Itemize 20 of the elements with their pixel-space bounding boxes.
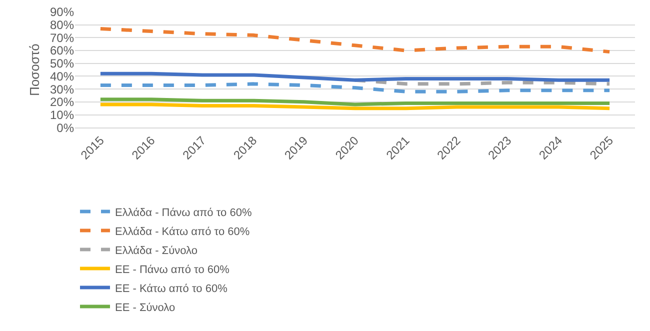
legend-label: Ελλάδα - Κάτω από το 60%	[115, 226, 250, 238]
line-series	[98, 26, 612, 54]
y-tick-label: 70%	[50, 30, 74, 45]
y-tick-label: 80%	[50, 18, 74, 32]
legend-label: ΕΕ - Πάνω από το 60%	[115, 264, 230, 276]
y-tick-label: 90%	[50, 5, 74, 20]
y-axis-title: Ποσοστό	[27, 44, 42, 96]
y-tick-label: 30%	[50, 82, 74, 96]
legend-label: ΕΕ - Κάτω από το 60%	[115, 282, 228, 295]
y-tick-label: 50%	[50, 56, 74, 71]
y-tick-label: 60%	[50, 44, 74, 58]
line-series	[98, 72, 612, 82]
legend-label: Ελλάδα - Σύνολο	[115, 244, 198, 257]
y-tick-label: 20%	[50, 95, 74, 110]
y-tick-label: 40%	[50, 69, 74, 84]
y-tick-label: 0%	[56, 120, 74, 135]
legend-label: ΕΕ - Σύνολο	[115, 302, 176, 314]
legend-label: Ελλάδα - Πάνω από το 60%	[115, 206, 252, 219]
line-series	[98, 82, 612, 94]
y-tick-label: 10%	[50, 108, 74, 122]
